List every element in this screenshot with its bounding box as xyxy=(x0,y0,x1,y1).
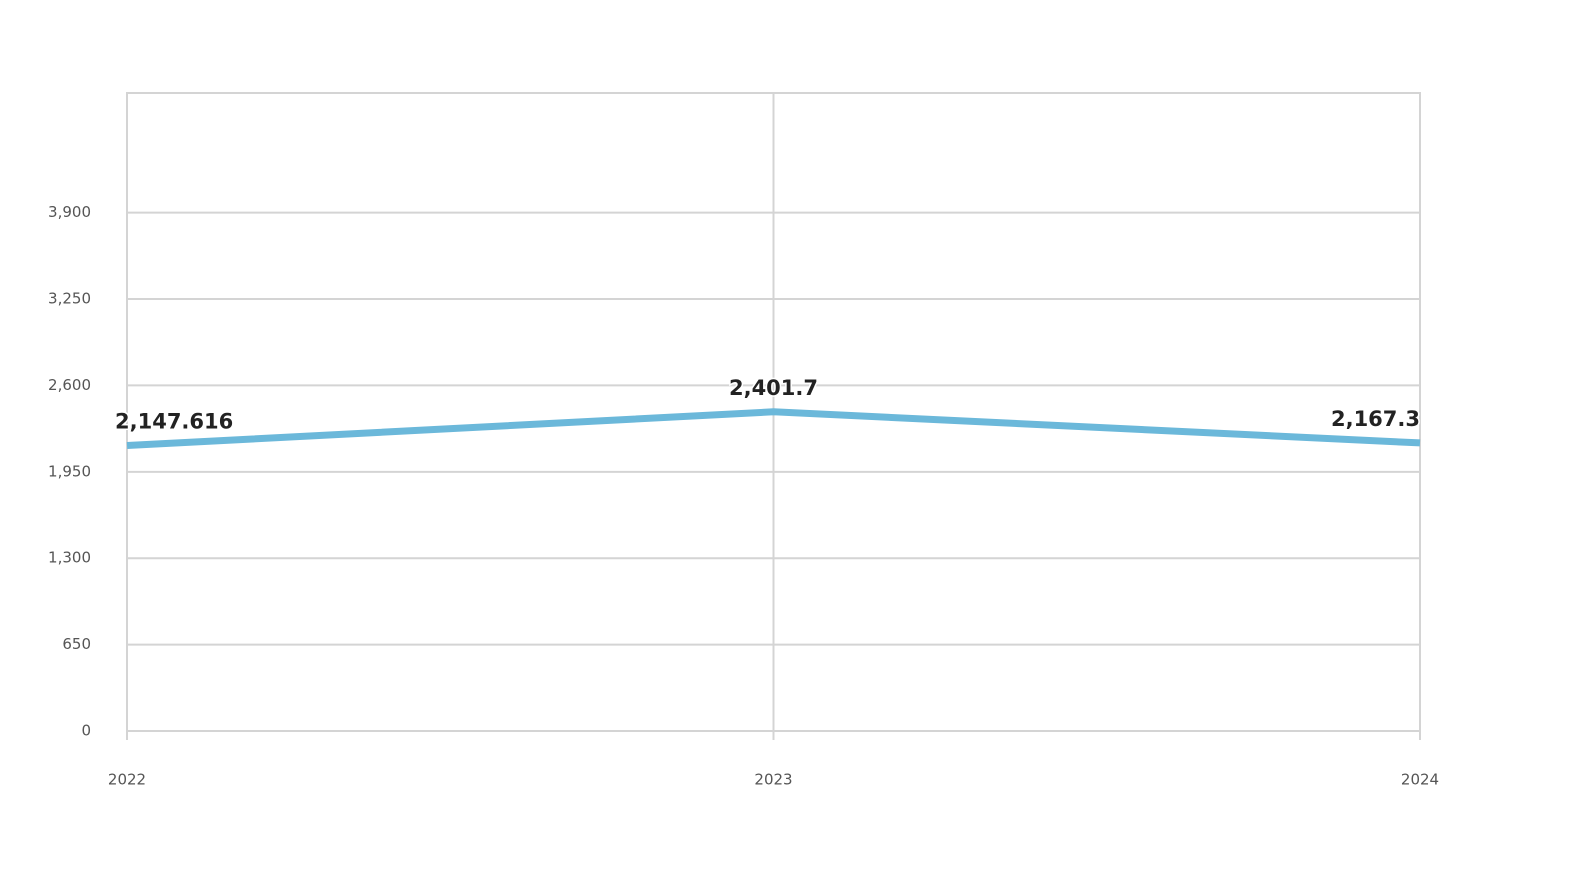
y-tick-label: 0 xyxy=(81,722,91,740)
x-tick-label: 2022 xyxy=(108,771,146,789)
y-tick-label: 1,300 xyxy=(48,549,91,567)
value-label: 2,147.616 xyxy=(115,410,233,434)
y-tick-label: 3,250 xyxy=(48,290,91,308)
y-tick-label: 1,950 xyxy=(48,462,91,480)
y-tick-label: 2,600 xyxy=(48,376,91,394)
data-line xyxy=(126,408,1421,450)
y-tick-label: 3,900 xyxy=(48,203,91,221)
x-tick-label: 2023 xyxy=(754,771,792,789)
y-tick-label: 650 xyxy=(62,635,91,653)
value-label: 2,167.3 xyxy=(1331,407,1420,431)
x-tick-label: 2024 xyxy=(1401,771,1439,789)
value-label: 2,401.7 xyxy=(729,376,818,400)
